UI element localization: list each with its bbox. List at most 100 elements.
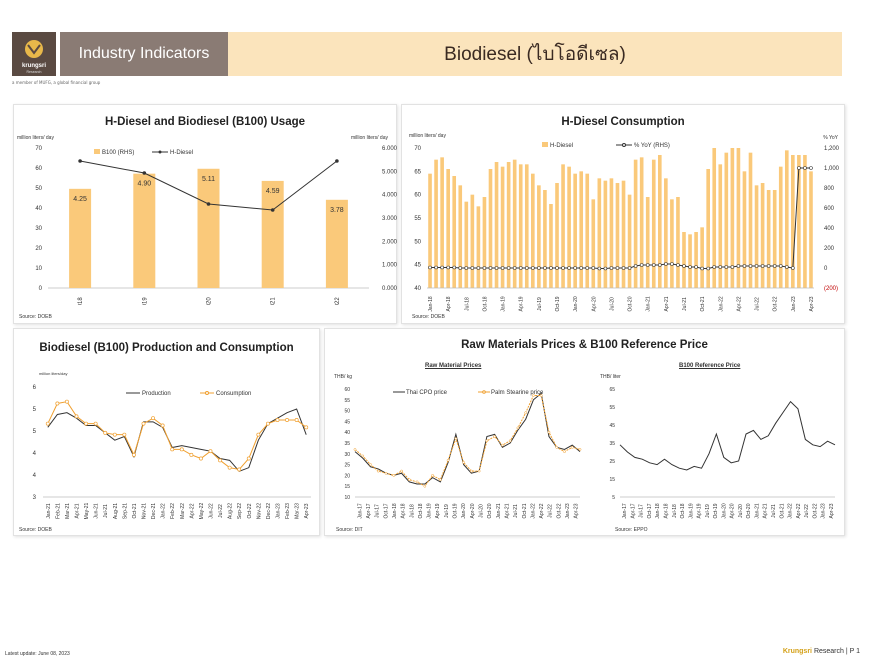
prices-chart-panel: Raw Materials Prices & B100 Reference Pr… xyxy=(324,328,845,536)
line-point-palm-stearine xyxy=(570,445,574,449)
line-point-yoy xyxy=(585,266,590,270)
x-tick-label: Jul-22 xyxy=(218,504,224,518)
x-tick-label: Mar-22 xyxy=(180,503,186,519)
bar-h-diesel xyxy=(452,176,457,288)
chart-source: Source: DOEB xyxy=(19,527,52,533)
legend-label-consumption: Consumption xyxy=(216,391,251,397)
x-tick-label: Jan-20 xyxy=(721,503,727,519)
chart-title: Raw Materials Prices & B100 Reference Pr… xyxy=(461,339,708,351)
y-tick-label: 10 xyxy=(344,495,350,501)
x-tick-label: Apr-19 xyxy=(519,296,525,311)
x-tick-label: Jul-22 xyxy=(755,297,761,311)
bar-h-diesel xyxy=(639,157,644,288)
line-point-consumption xyxy=(256,432,261,437)
x-tick-label: Jan-18 xyxy=(392,503,398,519)
x-tick-label: Jun-22 xyxy=(209,503,215,519)
y-tick-label-right: 400 xyxy=(824,226,835,232)
bar-h-diesel xyxy=(579,171,584,288)
bar-h-diesel xyxy=(730,148,735,288)
x-tick-label: Oct-20 xyxy=(487,503,493,518)
x-tick-label: Oct-20 xyxy=(746,503,752,518)
bar-h-diesel xyxy=(543,190,547,288)
x-tick-label: Oct-20 xyxy=(628,296,634,311)
y-tick-label: 20 xyxy=(344,473,350,479)
bar-h-diesel xyxy=(585,173,590,288)
line-point-palm-stearine xyxy=(415,480,419,484)
line-point-h-diesel xyxy=(335,159,339,163)
x-tick-label: Oct-17 xyxy=(647,503,653,518)
line-point-palm-stearine xyxy=(462,461,465,464)
line-point-palm-stearine xyxy=(485,439,489,443)
chart-title: H-Diesel and Biodiesel (B100) Usage xyxy=(104,116,306,128)
x-tick-label: Oct-19 xyxy=(453,503,459,518)
x-tick-label: Jan-21 xyxy=(754,503,760,519)
x-tick-label: Apr-21 xyxy=(75,503,81,518)
bar-h-diesel xyxy=(506,162,511,288)
y-tick-label-left: 60 xyxy=(414,193,421,199)
line-point-consumption xyxy=(304,425,309,430)
x-tick-label: Apr-20 xyxy=(470,503,476,518)
y-tick-label: 25 xyxy=(344,463,350,469)
line-point-consumption xyxy=(122,432,127,437)
x-tick-label: Jan-17 xyxy=(622,503,628,519)
legend-swatch-h-diesel xyxy=(542,142,548,147)
x-tick-label: Apr-21 xyxy=(664,296,670,311)
line-point-palm-stearine xyxy=(400,469,403,473)
x-tick-label: Apr-21 xyxy=(763,503,769,518)
line-point-yoy xyxy=(561,266,565,270)
consumption-chart-panel: H-Diesel Consumption million liters/ day… xyxy=(401,104,845,324)
line-point-palm-stearine xyxy=(493,435,497,438)
line-point-yoy xyxy=(488,266,493,270)
chart-source: Source: DOEB xyxy=(412,314,445,320)
y-tick-label-left: 70 xyxy=(414,146,421,152)
bar-data-label: 4.25 xyxy=(73,196,87,203)
bar-h-diesel xyxy=(627,194,632,288)
bar-h-diesel xyxy=(688,234,692,288)
line-point-yoy xyxy=(476,266,481,270)
bar-h-diesel xyxy=(700,227,704,288)
line-point-consumption xyxy=(246,456,251,461)
y-tick-label: 55 xyxy=(344,398,350,404)
x-tick-label: May-21 xyxy=(84,502,90,519)
y-axis-label-right: % YoY xyxy=(823,135,838,141)
x-tick-label: Jun-21 xyxy=(94,503,100,519)
x-tick-label: 2019 xyxy=(142,297,148,305)
line-point-palm-stearine xyxy=(477,469,481,473)
y-tick-label: 25 xyxy=(609,459,615,465)
line-point-consumption xyxy=(141,421,146,426)
bar-h-diesel xyxy=(488,169,493,288)
logo-sub-text: Research xyxy=(27,70,42,74)
bar-h-diesel xyxy=(772,190,777,288)
bar-h-diesel xyxy=(676,197,680,288)
line-point-consumption xyxy=(227,465,232,470)
legend-label-palm-stearine: Palm Stearine price xyxy=(491,390,544,396)
line-point-yoy xyxy=(803,166,807,170)
bar-h-diesel xyxy=(809,171,813,288)
x-tick-label: Aug-21 xyxy=(113,503,119,519)
logo-emblem-icon: krungsri Research xyxy=(22,40,46,74)
line-point-yoy xyxy=(694,265,698,269)
line-point-palm-stearine xyxy=(353,448,357,451)
bar-h-diesel xyxy=(573,173,577,288)
series-line-production xyxy=(47,408,307,472)
bar-h-diesel xyxy=(742,171,747,288)
x-tick-label: Jan-23 xyxy=(791,296,797,312)
line-point-palm-stearine xyxy=(438,478,442,482)
x-tick-label: Jul-17 xyxy=(639,504,645,518)
line-point-consumption xyxy=(170,447,175,452)
chart-source-b100: Source: EPPO xyxy=(615,527,648,533)
y-tick-label-left: 60 xyxy=(35,166,42,172)
x-tick-label: Jan-22 xyxy=(718,296,724,312)
bar-h-diesel xyxy=(555,183,559,288)
line-point-yoy xyxy=(603,266,608,271)
line-point-palm-stearine xyxy=(423,484,427,488)
x-tick-label: Dec-21 xyxy=(151,503,157,519)
subtitle-raw: Raw Material Prices xyxy=(425,363,482,369)
line-point-yoy xyxy=(700,266,704,271)
line-point-yoy xyxy=(591,266,596,270)
y-tick-label-right: 600 xyxy=(824,206,835,212)
line-point-yoy xyxy=(664,262,668,266)
line-point-palm-stearine xyxy=(407,478,411,482)
y-tick-label-left: 70 xyxy=(35,146,42,152)
x-tick-label: Jul-19 xyxy=(537,297,543,311)
